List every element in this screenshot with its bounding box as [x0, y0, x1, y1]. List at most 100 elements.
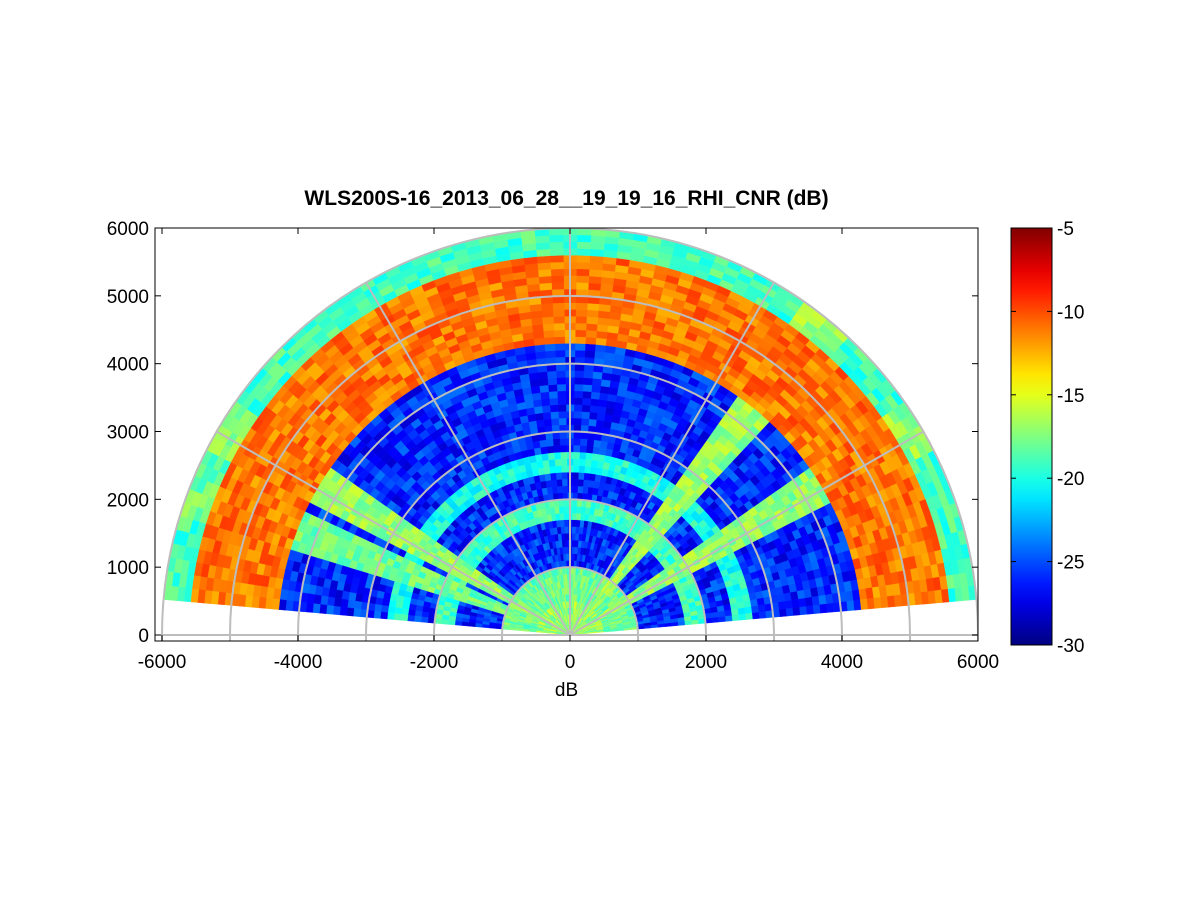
heat-cell — [571, 505, 578, 514]
heat-cell — [592, 371, 603, 380]
heat-cell — [531, 323, 544, 333]
heat-cell — [595, 337, 607, 346]
heat-cell — [785, 607, 794, 617]
heat-cell — [590, 241, 605, 251]
heat-cell — [597, 399, 608, 408]
heat-cell — [562, 505, 569, 514]
heat-cell — [585, 323, 598, 332]
heat-cell — [751, 611, 760, 620]
heat-cell — [564, 533, 569, 541]
heat-cell — [579, 438, 588, 447]
heat-cell — [549, 465, 557, 474]
heat-cell — [572, 458, 580, 466]
heat-cell — [575, 322, 587, 331]
heat-cell — [572, 444, 581, 453]
heat-cell — [537, 262, 552, 271]
heat-cell — [539, 391, 550, 400]
heat-cell — [570, 580, 574, 588]
heat-cell — [532, 330, 545, 340]
heat-cell — [573, 397, 583, 405]
heat-cell — [576, 261, 590, 270]
heat-cell — [555, 472, 563, 480]
heat-cell — [574, 336, 586, 344]
heat-cell — [543, 329, 555, 338]
heat-cell — [873, 596, 882, 609]
heat-cell — [826, 602, 835, 613]
heat-cell — [574, 533, 580, 541]
heat-cell — [592, 439, 602, 448]
heat-cell — [572, 471, 579, 480]
heat-cell — [582, 384, 593, 392]
heat-cell — [557, 404, 567, 412]
heat-cell — [576, 241, 591, 250]
heat-cell — [575, 512, 581, 521]
heat-cell — [582, 479, 590, 488]
heat-cell — [575, 275, 590, 284]
heat-cell — [538, 275, 552, 284]
heat-cell — [564, 526, 569, 534]
heat-cell — [543, 336, 555, 345]
heat-cell — [543, 418, 552, 427]
heat-cell — [574, 383, 584, 392]
heat-cell — [574, 377, 584, 385]
heat-cell — [591, 377, 602, 387]
heat-cell — [575, 519, 581, 528]
heat-cell — [571, 512, 577, 521]
heat-cell — [859, 598, 869, 610]
heat-cell — [595, 419, 605, 428]
heat-cell — [553, 329, 566, 338]
heat-cell — [591, 384, 601, 393]
heat-cell — [549, 254, 564, 263]
heat-cell — [585, 336, 597, 345]
heat-cell — [552, 302, 565, 311]
heat-cell — [571, 546, 575, 554]
heat-cell — [573, 390, 584, 399]
heat-cell — [560, 451, 568, 460]
heat-cell — [590, 459, 598, 468]
heat-cell — [561, 471, 568, 480]
heat-cell — [738, 613, 747, 621]
heat-cell — [576, 254, 591, 263]
heat-cell — [584, 459, 592, 467]
heat-cell — [553, 322, 565, 331]
heat-cell — [577, 472, 585, 480]
heat-cell — [582, 377, 593, 386]
heat-cell — [582, 486, 589, 494]
heat-cell — [578, 465, 586, 474]
heat-cell — [550, 261, 564, 270]
heat-cell — [563, 519, 569, 527]
heat-cell — [547, 377, 558, 386]
heat-cell — [552, 438, 561, 447]
heat-cell — [577, 485, 584, 494]
heat-cell — [777, 600, 787, 610]
heat-cell — [576, 234, 592, 243]
heat-cell — [554, 458, 562, 467]
heat-cell — [538, 282, 553, 291]
heat-cell — [718, 615, 727, 623]
heat-cell — [574, 349, 586, 358]
heat-cell — [544, 343, 556, 352]
heat-cell — [571, 553, 575, 561]
heat-cell — [554, 349, 566, 358]
heat-cell — [544, 350, 556, 359]
heat-cell — [588, 268, 603, 278]
heat-cell — [547, 384, 558, 392]
heat-cell — [548, 390, 558, 399]
heat-cell — [588, 275, 602, 284]
heat-cell — [582, 390, 592, 399]
heat-cell — [584, 350, 596, 359]
heat-cell — [554, 465, 562, 474]
heat-cell — [533, 337, 545, 346]
heat-cell — [584, 343, 596, 352]
heat-cell — [731, 614, 740, 622]
heat-cell — [547, 452, 555, 461]
heat-cell — [581, 411, 590, 420]
heat-cell — [577, 478, 584, 487]
heat-cell — [556, 390, 567, 399]
heat-cell — [866, 597, 876, 610]
heat-cell — [778, 608, 788, 617]
heat-cell — [853, 599, 862, 611]
heat-cell — [581, 404, 591, 413]
heat-cell — [554, 343, 566, 351]
